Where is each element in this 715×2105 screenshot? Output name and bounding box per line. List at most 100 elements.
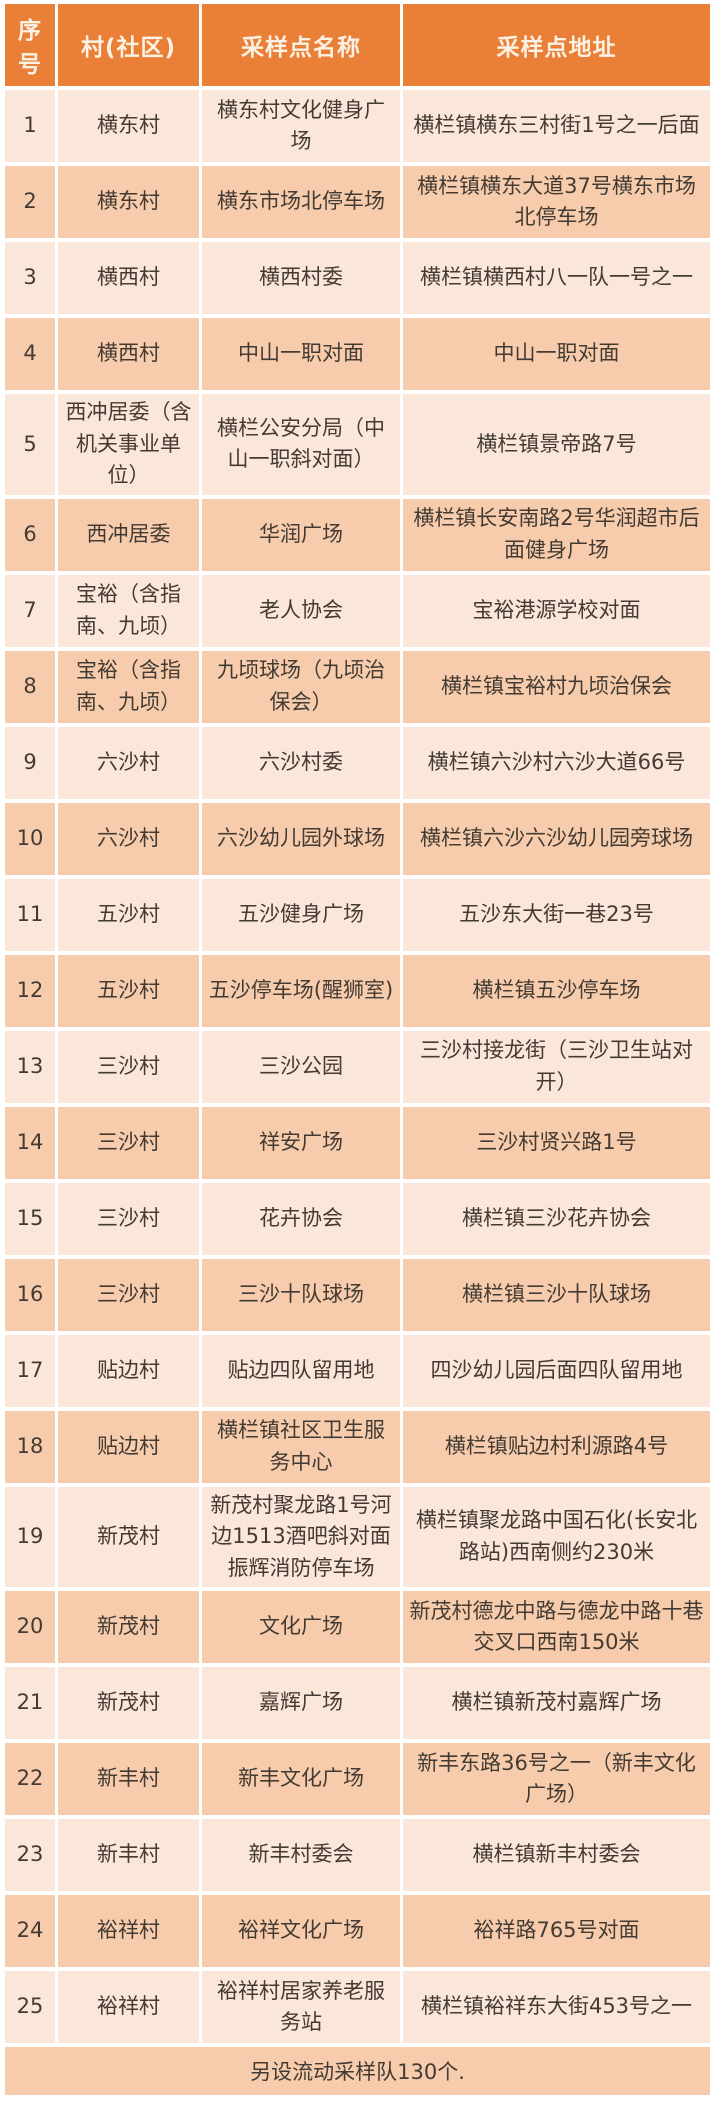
cell-village: 贴边村 [58,1410,199,1483]
cell-site-name: 老人协会 [202,574,400,647]
table-row: 19 新茂村 新茂村聚龙路1号河边1513酒吧斜对面振辉消防停车场 横栏镇聚龙路… [5,1486,710,1587]
cell-site-address: 四沙幼儿园后面四队留用地 [403,1334,710,1407]
cell-serial-number: 18 [5,1410,55,1483]
cell-site-address: 横栏镇横西村八一队一号之一 [403,242,710,314]
cell-village: 五沙村 [58,954,199,1027]
cell-serial-number: 4 [5,318,55,390]
cell-village: 新茂村 [58,1667,199,1739]
cell-site-address: 横栏镇六沙村六沙大道66号 [403,726,710,799]
table-row: 14 三沙村 祥安广场 三沙村贤兴路1号 [5,1106,710,1179]
cell-site-name: 祥安广场 [202,1106,400,1179]
cell-site-name: 五沙停车场(醒狮室) [202,954,400,1027]
cell-village: 五沙村 [58,878,199,951]
cell-site-name: 六沙村委 [202,726,400,799]
cell-site-name: 文化广场 [202,1591,400,1663]
cell-serial-number: 16 [5,1258,55,1331]
table-row: 7 宝裕（含指南、九顷） 老人协会 宝裕港源学校对面 [5,574,710,647]
cell-site-name: 裕祥文化广场 [202,1895,400,1967]
cell-village: 六沙村 [58,726,199,799]
table-row: 13 三沙村 三沙公园 三沙村接龙街（三沙卫生站对开） [5,1030,710,1103]
cell-site-address: 中山一职对面 [403,318,710,390]
footer-note: 另设流动采样队130个. [5,2047,710,2095]
table-row: 8 宝裕（含指南、九顷） 九顷球场（九顷治保会） 横栏镇宝裕村九顷治保会 [5,650,710,723]
cell-serial-number: 14 [5,1106,55,1179]
cell-village: 裕祥村 [58,1895,199,1967]
cell-village: 横西村 [58,242,199,314]
cell-site-address: 新丰东路36号之一（新丰文化广场） [403,1743,710,1815]
cell-site-address: 横栏镇横东三村街1号之一后面 [403,90,710,162]
cell-site-name: 新丰村委会 [202,1819,400,1891]
cell-site-name: 贴边四队留用地 [202,1334,400,1407]
cell-site-name: 五沙健身广场 [202,878,400,951]
cell-site-address: 裕祥路765号对面 [403,1895,710,1967]
cell-site-address: 横栏镇景帝路7号 [403,394,710,495]
cell-site-name: 横东村文化健身广场 [202,90,400,162]
cell-site-name: 新茂村聚龙路1号河边1513酒吧斜对面振辉消防停车场 [202,1486,400,1587]
cell-site-name: 嘉辉广场 [202,1667,400,1739]
cell-village: 西冲居委 [58,498,199,571]
cell-site-address: 三沙村接龙街（三沙卫生站对开） [403,1030,710,1103]
cell-village: 三沙村 [58,1106,199,1179]
column-header-site-address: 采样点地址 [403,4,710,86]
cell-serial-number: 2 [5,166,55,238]
cell-serial-number: 15 [5,1182,55,1255]
cell-village: 贴边村 [58,1334,199,1407]
cell-site-address: 横栏镇长安南路2号华润超市后面健身广场 [403,498,710,571]
cell-site-name: 三沙十队球场 [202,1258,400,1331]
cell-village: 裕祥村 [58,1971,199,2043]
cell-village: 西冲居委（含机关事业单位） [58,394,199,495]
table-row: 18 贴边村 横栏镇社区卫生服务中心 横栏镇贴边村利源路4号 [5,1410,710,1483]
table-row: 25 裕祥村 裕祥村居家养老服务站 横栏镇裕祥东大街453号之一 [5,1971,710,2043]
table-row: 5 西冲居委（含机关事业单位） 横栏公安分局（中山一职斜对面） 横栏镇景帝路7号 [5,394,710,495]
cell-village: 新丰村 [58,1819,199,1891]
column-header-village: 村(社区) [58,4,199,86]
cell-site-name: 六沙幼儿园外球场 [202,802,400,875]
cell-serial-number: 11 [5,878,55,951]
cell-village: 新丰村 [58,1743,199,1815]
cell-serial-number: 8 [5,650,55,723]
cell-site-name: 华润广场 [202,498,400,571]
table-row: 20 新茂村 文化广场 新茂村德龙中路与德龙中路十巷交叉口西南150米 [5,1591,710,1663]
cell-serial-number: 19 [5,1486,55,1587]
table-row: 4 横西村 中山一职对面 中山一职对面 [5,318,710,390]
cell-site-name: 九顷球场（九顷治保会） [202,650,400,723]
cell-site-name: 三沙公园 [202,1030,400,1103]
table-row: 2 横东村 横东市场北停车场 横栏镇横东大道37号横东市场北停车场 [5,166,710,238]
cell-village: 宝裕（含指南、九顷） [58,650,199,723]
cell-serial-number: 13 [5,1030,55,1103]
cell-serial-number: 3 [5,242,55,314]
cell-serial-number: 25 [5,1971,55,2043]
header-row: 序号 村(社区) 采样点名称 采样点地址 [5,4,710,86]
cell-serial-number: 20 [5,1591,55,1663]
cell-serial-number: 6 [5,498,55,571]
cell-serial-number: 1 [5,90,55,162]
cell-site-address: 横栏镇横东大道37号横东市场北停车场 [403,166,710,238]
table-row: 6 西冲居委 华润广场 横栏镇长安南路2号华润超市后面健身广场 [5,498,710,571]
cell-serial-number: 23 [5,1819,55,1891]
cell-site-address: 五沙东大街一巷23号 [403,878,710,951]
cell-serial-number: 9 [5,726,55,799]
cell-site-name: 横栏公安分局（中山一职斜对面） [202,394,400,495]
cell-serial-number: 12 [5,954,55,1027]
table-row: 23 新丰村 新丰村委会 横栏镇新丰村委会 [5,1819,710,1891]
column-header-site-name: 采样点名称 [202,4,400,86]
column-header-serial-number: 序号 [5,4,55,86]
cell-serial-number: 22 [5,1743,55,1815]
cell-village: 横西村 [58,318,199,390]
cell-site-name: 新丰文化广场 [202,1743,400,1815]
cell-village: 三沙村 [58,1030,199,1103]
cell-serial-number: 5 [5,394,55,495]
cell-serial-number: 17 [5,1334,55,1407]
cell-serial-number: 24 [5,1895,55,1967]
table-row: 12 五沙村 五沙停车场(醒狮室) 横栏镇五沙停车场 [5,954,710,1027]
cell-site-address: 横栏镇裕祥东大街453号之一 [403,1971,710,2043]
cell-village: 横东村 [58,90,199,162]
footer-row: 另设流动采样队130个. [5,2047,710,2095]
cell-site-address: 横栏镇贴边村利源路4号 [403,1410,710,1483]
cell-site-name: 花卉协会 [202,1182,400,1255]
table-row: 11 五沙村 五沙健身广场 五沙东大街一巷23号 [5,878,710,951]
table-body: 1 横东村 横东村文化健身广场 横栏镇横东三村街1号之一后面 2 横东村 横东市… [5,90,710,2043]
table-row: 24 裕祥村 裕祥文化广场 裕祥路765号对面 [5,1895,710,1967]
cell-site-name: 中山一职对面 [202,318,400,390]
